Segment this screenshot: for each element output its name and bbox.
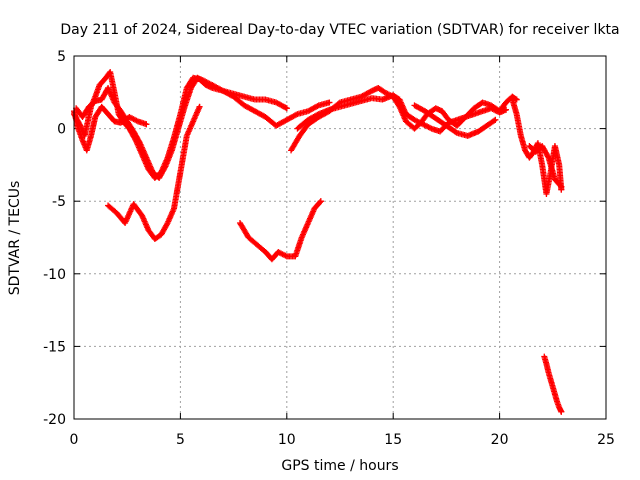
series-arc-2	[73, 74, 333, 181]
data-point	[282, 104, 289, 111]
data-point	[452, 129, 459, 136]
data-point	[196, 103, 203, 110]
x-axis-label: GPS time / hours	[281, 458, 398, 474]
data-point	[544, 153, 551, 160]
axis-ticks: 0 5 10 15 20 25 5 0 -5 -10 -15 -20	[43, 49, 615, 448]
x-tick-label: 0	[70, 432, 79, 448]
x-tick-label: 5	[176, 432, 185, 448]
chart-title: Day 211 of 2024, Sidereal Day-to-day VTE…	[60, 22, 619, 38]
data-point	[558, 408, 565, 415]
y-axis-label: SDTVAR / TECUs	[7, 181, 23, 296]
grid-lines	[74, 56, 606, 419]
series-arc-4	[288, 84, 520, 154]
data-point	[283, 105, 290, 112]
y-tick-label: -15	[43, 339, 66, 355]
data-points	[71, 68, 565, 415]
series-arc-8	[526, 143, 565, 190]
data-point	[502, 106, 509, 113]
data-point	[316, 199, 323, 206]
data-point	[317, 198, 324, 205]
x-tick-label: 10	[278, 432, 296, 448]
y-tick-label: 0	[57, 122, 66, 138]
data-point	[326, 99, 333, 106]
series-arc-5	[294, 92, 509, 135]
x-tick-label: 20	[491, 432, 509, 448]
data-point	[163, 221, 170, 228]
y-tick-label: 5	[57, 49, 66, 65]
series-arc-9	[105, 103, 203, 242]
data-point	[293, 111, 300, 118]
data-point	[143, 121, 150, 128]
y-tick-label: -5	[52, 194, 66, 210]
data-point	[161, 164, 168, 171]
data-point	[558, 183, 565, 190]
series-arc-3	[71, 103, 150, 154]
series-arc-7	[509, 96, 565, 197]
y-tick-label: -10	[43, 267, 66, 283]
data-point	[314, 103, 321, 110]
series-arc-6	[411, 102, 499, 139]
data-point	[314, 111, 321, 118]
x-tick-label: 25	[597, 432, 615, 448]
series-arc-11	[541, 353, 565, 415]
data-point	[557, 182, 564, 189]
x-tick-label: 15	[384, 432, 402, 448]
data-point	[136, 138, 143, 145]
plot-border	[73, 55, 607, 420]
y-tick-label: -20	[43, 412, 66, 428]
series-arc-10	[236, 198, 324, 263]
data-point	[492, 116, 499, 123]
data-point	[491, 117, 498, 124]
